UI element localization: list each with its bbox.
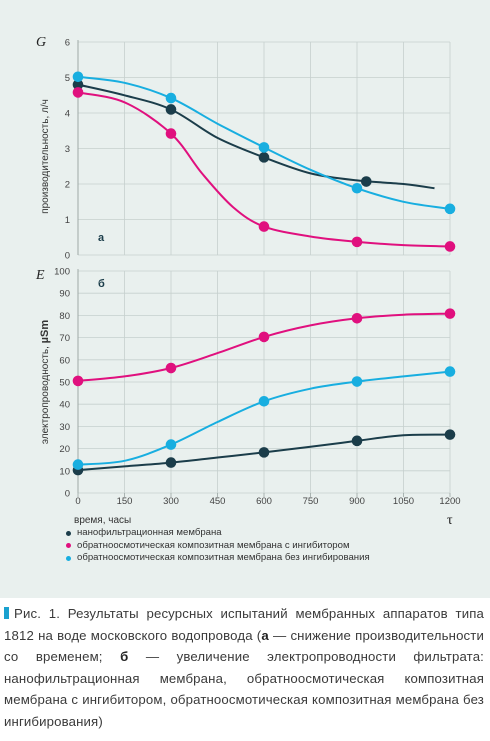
y-axis-label: электропроводность, µSm xyxy=(39,320,51,445)
y-tick-label: 30 xyxy=(59,422,70,433)
data-point-b-ro_inh xyxy=(165,362,177,374)
data-point-a-nf xyxy=(361,176,372,187)
series-line-a-nf xyxy=(77,83,435,190)
y-tick-label: 0 xyxy=(65,489,70,500)
x-tick-label: 450 xyxy=(210,496,226,507)
data-point-b-ro_inh xyxy=(258,331,270,343)
legend-label: обратноосмотическая композитная мембрана… xyxy=(77,552,370,563)
x-tick-label: 150 xyxy=(117,496,133,507)
figure-panel xyxy=(0,0,490,598)
data-point-a-nf xyxy=(72,79,84,90)
data-point-a-ro_inh xyxy=(444,241,456,252)
x-tick-label: 900 xyxy=(349,496,365,507)
x-tick-label: 1050 xyxy=(393,496,414,507)
legend-item-ro-inhibitor: обратноосмотическая композитная мембрана… xyxy=(66,540,370,553)
x-tick-label: 300 xyxy=(163,496,179,507)
x-tick-label: 600 xyxy=(256,496,272,507)
legend: нанофильтрационная мембрана обратноосмот… xyxy=(66,527,370,565)
y-tick-label: 40 xyxy=(59,400,70,411)
caption-label-a: а xyxy=(261,627,269,643)
y-tick-label: 5 xyxy=(65,73,70,84)
legend-dot-nanofiltration xyxy=(66,530,71,536)
caption-text-2: — снижение производительности со времене… xyxy=(4,627,485,665)
figure-caption: Рис. 1. Результаты ресурсных испытаний м… xyxy=(4,603,484,732)
x-tick-label: 0 xyxy=(75,496,80,507)
series-line-a-ro_inh xyxy=(77,91,451,248)
data-point-b-ro_noinh xyxy=(258,396,270,407)
y-axis-label-text: электропроводность, xyxy=(40,343,51,444)
panel-label: б xyxy=(98,278,105,290)
data-point-a-nf xyxy=(258,152,270,163)
data-point-b-nf xyxy=(258,447,270,458)
data-point-b-ro_noinh xyxy=(351,376,363,387)
panel-label: а xyxy=(98,232,105,244)
data-point-b-ro_noinh xyxy=(444,366,456,377)
y-tick-label: 10 xyxy=(59,466,70,477)
y-tick-label: 1 xyxy=(65,215,70,226)
data-point-a-ro_noinh xyxy=(165,92,177,104)
y-tick-label: 4 xyxy=(65,109,70,120)
y-tick-label: 70 xyxy=(59,333,70,344)
y-tick-label: 50 xyxy=(59,378,70,389)
data-point-b-ro_inh xyxy=(351,312,363,324)
y-tick-label: 100 xyxy=(54,267,70,278)
x-tick-label: 1200 xyxy=(439,496,460,507)
data-point-a-ro_inh xyxy=(72,87,84,98)
data-point-a-ro_inh xyxy=(351,236,363,248)
y-axis-symbol: E xyxy=(35,268,45,283)
y-tick-label: 6 xyxy=(65,38,70,49)
legend-item-nanofiltration: нанофильтрационная мембрана xyxy=(66,527,370,540)
y-tick-label: 0 xyxy=(65,251,70,262)
y-tick-label: 80 xyxy=(59,311,70,322)
y-axis-label: производительность, л/ч xyxy=(40,99,51,214)
y-axis-unit: µSm xyxy=(39,320,51,344)
x-axis-symbol: τ xyxy=(447,513,453,528)
y-tick-label: 3 xyxy=(65,144,70,155)
data-point-b-nf xyxy=(165,457,177,468)
data-point-a-ro_inh xyxy=(165,128,177,139)
legend-item-ro-no-inhibitor: обратноосмотическая композитная мембрана… xyxy=(66,552,370,565)
y-tick-label: 90 xyxy=(59,289,70,300)
caption-text-1: Рис. 1. Результаты ресурсных испытаний м… xyxy=(4,606,484,643)
x-axis-label: время, часы xyxy=(74,515,131,526)
legend-label: обратноосмотическая композитная мембрана… xyxy=(77,539,350,551)
y-axis-symbol: G xyxy=(36,35,46,50)
chart-area: 0 1 2 3 4 5 6 а G 0 10 20 30 40 50 60 70 80 90 100 б Eпроизво… xyxy=(35,35,461,528)
data-point-a-nf xyxy=(165,104,177,115)
data-point-b-ro_inh xyxy=(444,308,456,319)
legend-label: нанофильтрационная мембрана xyxy=(77,527,222,538)
x-tick-label: 750 xyxy=(303,496,319,507)
data-point-b-ro_noinh xyxy=(72,459,84,470)
data-point-b-nf xyxy=(351,435,363,447)
caption-text-3: — увеличение электропроводности фильтрат… xyxy=(4,649,484,729)
data-point-b-nf xyxy=(444,429,456,440)
data-point-b-ro_inh xyxy=(72,375,84,387)
y-tick-label: 2 xyxy=(65,180,70,191)
data-point-a-ro_inh xyxy=(258,221,270,232)
caption-label-b: б xyxy=(120,649,129,664)
data-point-b-ro_noinh xyxy=(165,439,177,450)
data-point-a-ro_noinh xyxy=(444,203,456,215)
data-point-a-ro_noinh xyxy=(72,71,84,83)
data-point-a-ro_noinh xyxy=(351,182,363,194)
y-tick-label: 60 xyxy=(59,355,70,366)
data-point-a-ro_noinh xyxy=(258,142,270,153)
legend-dot-ro-inhibitor xyxy=(66,543,71,549)
legend-dot-ro-no-inhibitor xyxy=(66,555,71,561)
y-tick-label: 20 xyxy=(59,444,70,455)
caption-marker xyxy=(4,607,9,619)
